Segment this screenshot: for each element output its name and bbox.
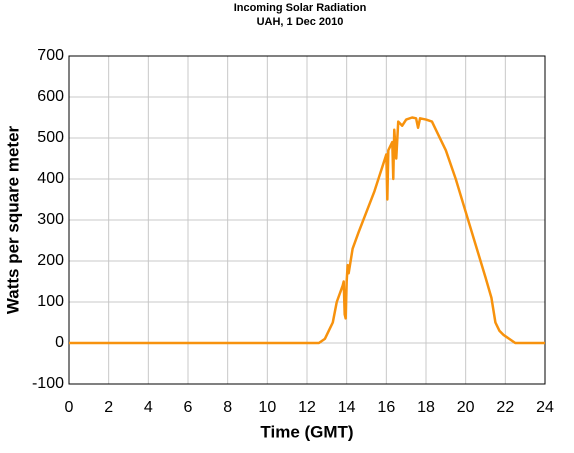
x-tick-label: 24 xyxy=(536,399,554,416)
x-tick-label: 14 xyxy=(338,399,356,416)
x-tick-label: 6 xyxy=(184,399,193,416)
chart-subtitle: UAH, 1 Dec 2010 xyxy=(257,16,344,28)
x-tick-label: 2 xyxy=(104,399,113,416)
y-tick-label: 700 xyxy=(37,47,64,64)
plot-frame xyxy=(68,55,546,385)
x-tick-label: 4 xyxy=(144,399,153,416)
y-tick-label: 0 xyxy=(55,334,64,351)
data-line xyxy=(69,116,545,345)
chart-title: Incoming Solar Radiation xyxy=(234,2,367,14)
x-tick-label: 0 xyxy=(65,399,74,416)
y-tick-label: 100 xyxy=(37,293,64,310)
x-tick-label: 10 xyxy=(258,399,276,416)
x-tick-label: 20 xyxy=(457,399,475,416)
x-axis-title: Time (GMT) xyxy=(260,422,353,441)
x-tick-label: 18 xyxy=(417,399,435,416)
x-tick-label: 16 xyxy=(377,399,395,416)
y-axis-title: Watts per square meter xyxy=(3,125,22,314)
x-tick-label: 22 xyxy=(496,399,514,416)
y-tick-label: 500 xyxy=(37,129,64,146)
y-tick-label: 600 xyxy=(37,88,64,105)
x-tick-label: 8 xyxy=(223,399,232,416)
y-tick-label: -100 xyxy=(32,375,64,392)
y-tick-label: 400 xyxy=(37,170,64,187)
y-tick-label: 300 xyxy=(37,211,64,228)
x-tick-label: 12 xyxy=(298,399,316,416)
y-tick-label: 200 xyxy=(37,252,64,269)
